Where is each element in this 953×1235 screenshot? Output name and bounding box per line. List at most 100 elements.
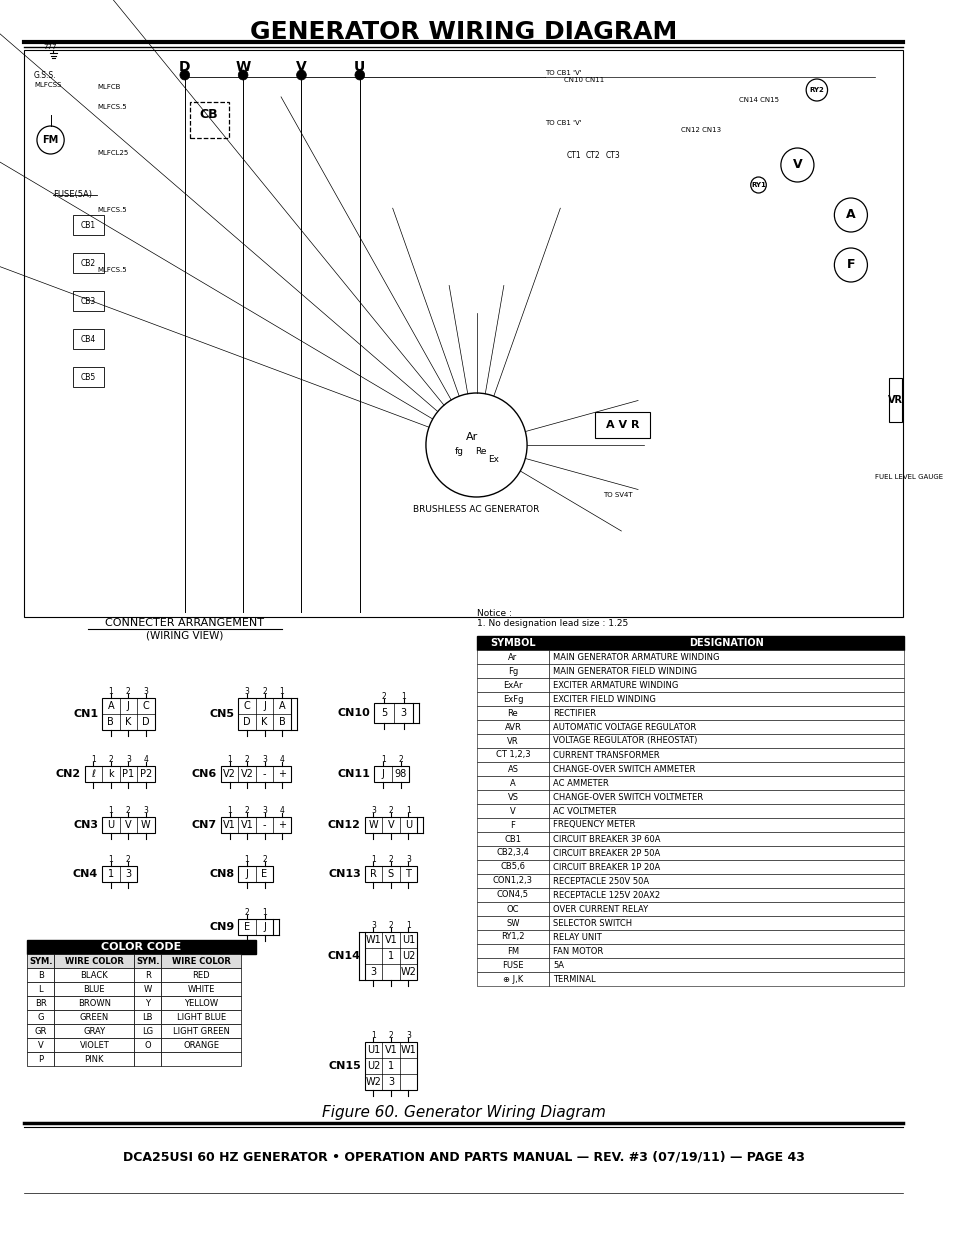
Text: FAN MOTOR: FAN MOTOR (553, 946, 603, 956)
Text: CIRCUIT BREAKER 2P 50A: CIRCUIT BREAKER 2P 50A (553, 848, 659, 857)
Text: W2: W2 (365, 1077, 381, 1087)
Text: U2: U2 (366, 1061, 379, 1071)
Text: 2: 2 (388, 806, 393, 815)
Text: 5: 5 (380, 708, 387, 718)
Text: FM: FM (42, 135, 59, 144)
Text: 2: 2 (397, 755, 402, 764)
Text: OVER CURRENT RELAY: OVER CURRENT RELAY (553, 904, 648, 914)
Text: CIRCUIT BREAKER 3P 60A: CIRCUIT BREAKER 3P 60A (553, 835, 660, 844)
Text: 3: 3 (400, 708, 406, 718)
Bar (476, 678, 549, 692)
Text: BLACK: BLACK (80, 971, 108, 979)
Text: CN8: CN8 (209, 869, 234, 879)
Text: C: C (142, 701, 149, 711)
Text: FUEL LEVEL GAUGE: FUEL LEVEL GAUGE (874, 474, 943, 480)
Text: FUSE: FUSE (501, 961, 523, 969)
Text: (WIRING VIEW): (WIRING VIEW) (146, 631, 223, 641)
Text: U: U (107, 820, 114, 830)
Text: F: F (845, 258, 854, 272)
Text: 4: 4 (279, 806, 284, 815)
Text: 3: 3 (371, 921, 375, 930)
Text: 4: 4 (143, 755, 148, 764)
Text: 3: 3 (125, 869, 132, 879)
Bar (102, 866, 137, 882)
Text: V1: V1 (384, 935, 396, 945)
Bar (134, 968, 161, 982)
Text: CN9: CN9 (209, 923, 234, 932)
Text: V1: V1 (384, 1045, 396, 1055)
Text: J: J (127, 701, 130, 711)
Text: k: k (108, 769, 113, 779)
Text: ExFg: ExFg (502, 694, 522, 704)
Text: VR: VR (507, 736, 518, 746)
Text: F: F (510, 820, 515, 830)
Bar (238, 698, 291, 730)
Text: RELAY UNIT: RELAY UNIT (553, 932, 601, 941)
Circle shape (355, 70, 364, 80)
Text: P2: P2 (139, 769, 152, 779)
Text: D: D (142, 718, 150, 727)
Text: A: A (108, 701, 114, 711)
Text: LIGHT BLUE: LIGHT BLUE (176, 1013, 226, 1021)
Bar (161, 1024, 241, 1037)
Bar (238, 866, 273, 882)
Bar (220, 818, 291, 832)
Bar (549, 888, 903, 902)
Text: K: K (261, 718, 268, 727)
Text: P: P (38, 1055, 43, 1063)
Text: 1: 1 (227, 806, 232, 815)
Text: VR: VR (887, 395, 902, 405)
Text: 2: 2 (388, 1031, 393, 1040)
Bar (476, 748, 549, 762)
Text: J: J (245, 869, 248, 879)
Text: -: - (262, 820, 266, 830)
Text: 3: 3 (406, 855, 411, 864)
Text: CN4: CN4 (72, 869, 98, 879)
Text: CN11: CN11 (337, 769, 370, 779)
Text: CIRCUIT BREAKER 1P 20A: CIRCUIT BREAKER 1P 20A (553, 862, 659, 872)
Text: 2: 2 (109, 755, 113, 764)
Bar (28, 995, 54, 1010)
Text: 3: 3 (388, 1077, 394, 1087)
Text: RECEPTACLE 125V 20AX2: RECEPTACLE 125V 20AX2 (553, 890, 659, 899)
Bar (549, 762, 903, 776)
Text: GENERATOR WIRING DIAGRAM: GENERATOR WIRING DIAGRAM (250, 20, 677, 44)
Bar (549, 902, 903, 916)
Text: J: J (263, 923, 266, 932)
Text: MLFCS.5: MLFCS.5 (97, 267, 127, 273)
Text: G: G (37, 1013, 44, 1021)
Text: DESIGNATION: DESIGNATION (689, 638, 763, 648)
Text: Fg: Fg (507, 667, 517, 676)
Text: P1: P1 (122, 769, 134, 779)
Text: 1: 1 (91, 755, 95, 764)
Text: 3: 3 (262, 806, 267, 815)
Text: 1: 1 (108, 869, 113, 879)
Text: CB1: CB1 (81, 221, 96, 230)
Text: CN2: CN2 (55, 769, 81, 779)
Text: 1: 1 (279, 687, 284, 697)
Text: CB3: CB3 (81, 296, 96, 305)
Bar (549, 790, 903, 804)
Text: 2: 2 (126, 687, 131, 697)
Text: ORANGE: ORANGE (183, 1041, 219, 1050)
Text: U1: U1 (401, 935, 415, 945)
Text: TO CB1 'V': TO CB1 'V' (544, 70, 580, 77)
Text: LIGHT GREEN: LIGHT GREEN (172, 1026, 230, 1035)
Bar (28, 1010, 54, 1024)
Text: V2: V2 (240, 769, 253, 779)
Text: W1: W1 (400, 1045, 416, 1055)
Text: 1: 1 (388, 1061, 394, 1071)
Text: 3: 3 (406, 1031, 411, 1040)
Bar (54, 1010, 134, 1024)
Text: MAIN GENERATOR FIELD WINDING: MAIN GENERATOR FIELD WINDING (553, 667, 697, 676)
Bar (549, 860, 903, 874)
Bar (54, 953, 134, 968)
Bar (374, 703, 413, 722)
Text: J: J (381, 769, 384, 779)
Text: ExAr: ExAr (502, 680, 522, 689)
Bar (476, 776, 549, 790)
Text: RECEPTACLE 250V 50A: RECEPTACLE 250V 50A (553, 877, 649, 885)
Text: CN15: CN15 (328, 1061, 360, 1071)
Bar (888, 378, 902, 422)
Text: CURRENT TRANSFORMER: CURRENT TRANSFORMER (553, 751, 659, 760)
